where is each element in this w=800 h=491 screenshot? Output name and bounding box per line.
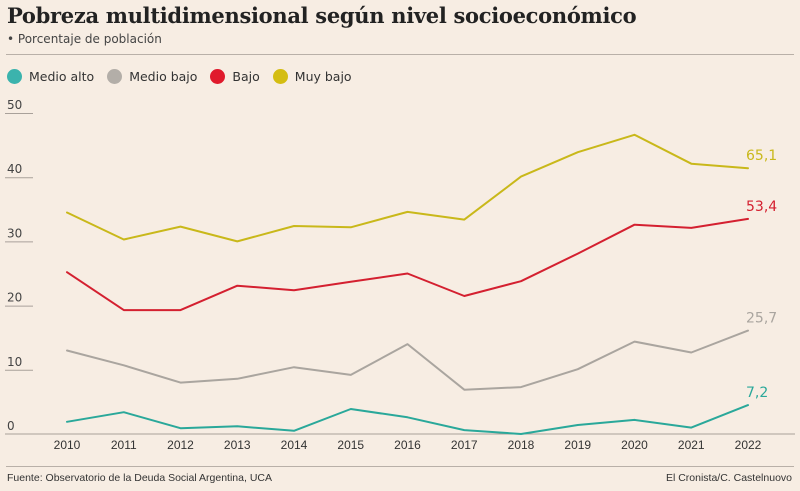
legend-swatch-medio-bajo (107, 69, 123, 84)
legend-swatch-muy-bajo (272, 69, 288, 84)
legend-item-medio-bajo: Medio bajo (107, 69, 197, 84)
legend-label: Medio bajo (129, 69, 198, 84)
end-value-label: 7,2 (746, 385, 768, 401)
legend-item-bajo: Bajo (210, 69, 260, 84)
series-line-bajo (66, 217, 749, 312)
source-note: Fuente: Observatorio de la Deuda Social … (7, 472, 272, 484)
series-line-medio-bajo (66, 329, 749, 391)
end-value-label: 25,7 (746, 311, 777, 327)
x-tick-label: 2013 (224, 438, 251, 452)
x-tick-label: 2012 (167, 438, 194, 452)
y-tick-label: 0 (7, 419, 15, 433)
x-tick-label: 2014 (281, 438, 308, 452)
y-tick-label: 50 (7, 98, 22, 112)
series-line-medio-alto (66, 404, 749, 435)
legend-swatch-bajo (210, 69, 226, 84)
x-tick-label: 2018 (508, 438, 535, 452)
legend-label: Medio alto (29, 69, 95, 84)
x-tick-label: 2021 (678, 438, 705, 452)
bottom-divider (6, 466, 794, 467)
y-tick-label: 20 (7, 291, 22, 305)
legend-label: Bajo (232, 69, 260, 84)
legend-label: Muy bajo (294, 69, 352, 84)
end-value-label: 53,4 (746, 199, 777, 215)
chart-subtitle: • Porcentaje de población (7, 32, 162, 46)
credit-note: El Cronista/C. Castelnuovo (665, 472, 792, 484)
top-divider (6, 54, 794, 55)
x-tick-label: 2017 (451, 438, 478, 452)
x-tick-label: 2015 (337, 438, 364, 452)
y-tick-label: 30 (7, 226, 22, 240)
end-value-label: 65,1 (746, 148, 777, 164)
legend: Medio alto Medio bajo Bajo Muy bajo (7, 69, 365, 84)
series-line-muy-bajo (66, 133, 749, 243)
x-tick-label: 2022 (735, 438, 762, 452)
x-tick-label: 2020 (621, 438, 648, 452)
x-tick-label: 2010 (54, 438, 81, 452)
y-tick-label: 10 (7, 355, 22, 369)
legend-item-muy-bajo: Muy bajo (272, 69, 352, 84)
chart-title: Pobreza multidimensional según nivel soc… (7, 3, 637, 28)
x-tick-label: 2019 (564, 438, 591, 452)
legend-swatch-medio-alto (7, 69, 22, 84)
legend-item-medio-alto: Medio alto (7, 69, 94, 84)
y-tick-label: 40 (7, 162, 22, 176)
x-tick-label: 2016 (394, 438, 421, 452)
x-tick-label: 2011 (111, 438, 137, 452)
